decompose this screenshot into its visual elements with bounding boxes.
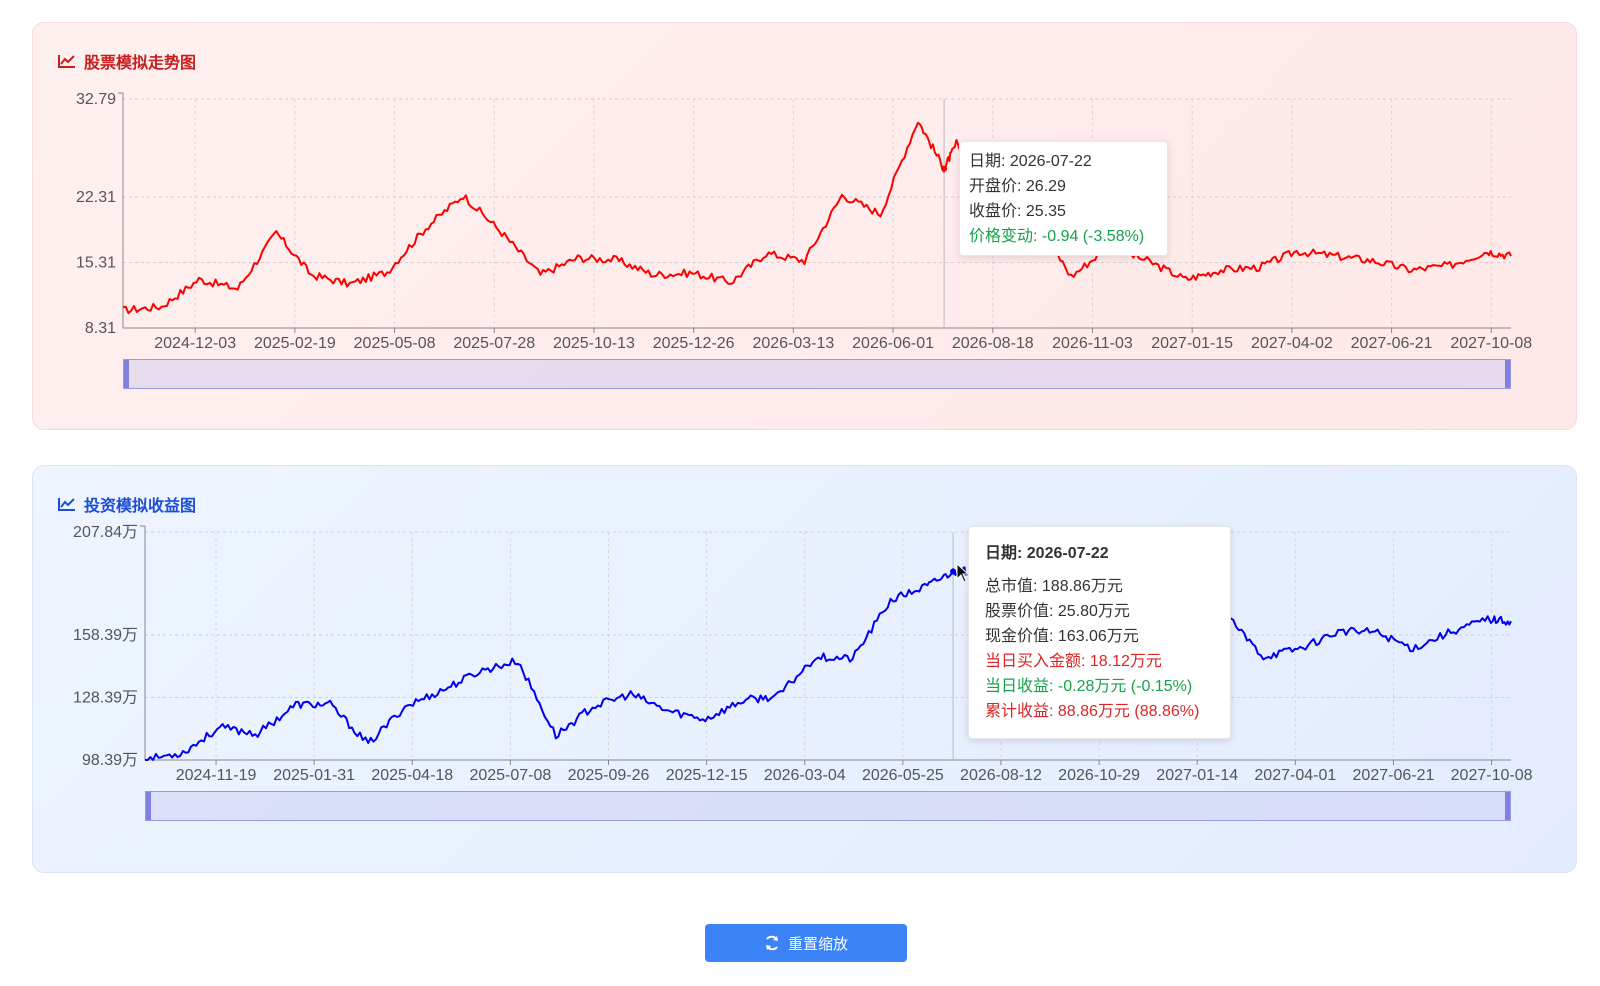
stock-chart-title: 股票模拟走势图: [58, 49, 196, 73]
stock-x-tick-label: 2026-03-13: [752, 335, 834, 352]
stock-tooltip: 日期: 2026-07-22 开盘价: 26.29 收盘价: 25.35 价格变…: [959, 141, 1168, 256]
stock-slider-right-handle[interactable]: [1505, 360, 1510, 388]
stock-x-tick-label: 2027-06-21: [1351, 335, 1433, 352]
stock-x-tick-label: 2025-10-13: [553, 335, 635, 352]
line-chart-icon: [58, 55, 75, 68]
stock-x-tick-label: 2025-05-08: [354, 335, 436, 352]
stock-tooltip-date: 日期: 2026-07-22: [969, 153, 1092, 170]
stock-x-tick-label: 2026-11-03: [1052, 335, 1133, 352]
stock-y-tick-label: 8.31: [85, 320, 116, 337]
invest-tooltip-date: 日期: 2026-07-22: [985, 545, 1109, 562]
stock-x-tick-label: 2025-12-26: [653, 335, 735, 352]
stock-zoom-slider[interactable]: [123, 359, 1511, 389]
invest-tooltip-cash-value: 现金价值: 163.06万元: [985, 628, 1139, 645]
invest-tooltip-cumulative-gain: 累计收益: 88.86万元 (88.86%): [985, 703, 1200, 720]
stock-tooltip-open: 开盘价: 26.29: [969, 178, 1066, 195]
line-chart-icon: [58, 498, 75, 511]
invest-chart-title: 投资模拟收益图: [58, 492, 196, 516]
stock-x-tick-label: 2024-12-03: [154, 335, 236, 352]
invest-tooltip: 日期: 2026-07-22 总市值: 188.86万元 股票价值: 25.80…: [968, 526, 1231, 739]
stock-chart-panel: 股票模拟走势图: [32, 22, 1577, 430]
invest-tooltip-total: 总市值: 188.86万元: [985, 578, 1123, 595]
stock-x-tick-label: 2027-04-02: [1251, 335, 1333, 352]
stock-tooltip-close: 收盘价: 25.35: [969, 203, 1066, 220]
reset-zoom-button[interactable]: 重置缩放: [705, 924, 907, 962]
stock-chart-title-text: 股票模拟走势图: [84, 55, 197, 72]
stock-y-tick-label: 22.31: [76, 189, 116, 206]
stock-highlight-point: [941, 165, 948, 172]
invest-zoom-slider[interactable]: [145, 791, 1511, 821]
stock-x-tick-label: 2026-06-01: [852, 335, 934, 352]
invest-tooltip-daily-gain: 当日收益: -0.28万元 (-0.15%): [985, 678, 1193, 695]
stock-x-tick-label: 2026-08-18: [952, 335, 1034, 352]
invest-slider-right-handle[interactable]: [1505, 792, 1510, 820]
invest-chart-title-text: 投资模拟收益图: [84, 498, 197, 515]
stock-x-tick-label: 2027-01-15: [1151, 335, 1233, 352]
stock-tooltip-change: 价格变动: -0.94 (-3.58%): [969, 228, 1145, 245]
reset-zoom-label: 重置缩放: [787, 935, 848, 953]
invest-slider-left-handle[interactable]: [146, 792, 151, 820]
invest-tooltip-buy-amount: 当日买入金额: 18.12万元: [985, 653, 1162, 670]
invest-tooltip-stock-value: 股票价值: 25.80万元: [985, 603, 1130, 620]
stock-slider-left-handle[interactable]: [124, 360, 129, 388]
stock-series-line: [122, 121, 1512, 315]
stock-x-tick-label: 2027-10-08: [1450, 335, 1532, 352]
stock-x-tick-label: 2025-07-28: [453, 335, 535, 352]
mouse-cursor-icon: [956, 563, 970, 583]
stock-y-tick-label: 15.31: [76, 255, 116, 272]
stock-x-tick-label: 2025-02-19: [254, 335, 336, 352]
refresh-icon: [765, 935, 778, 951]
stock-y-tick-label: 32.79: [76, 91, 116, 108]
